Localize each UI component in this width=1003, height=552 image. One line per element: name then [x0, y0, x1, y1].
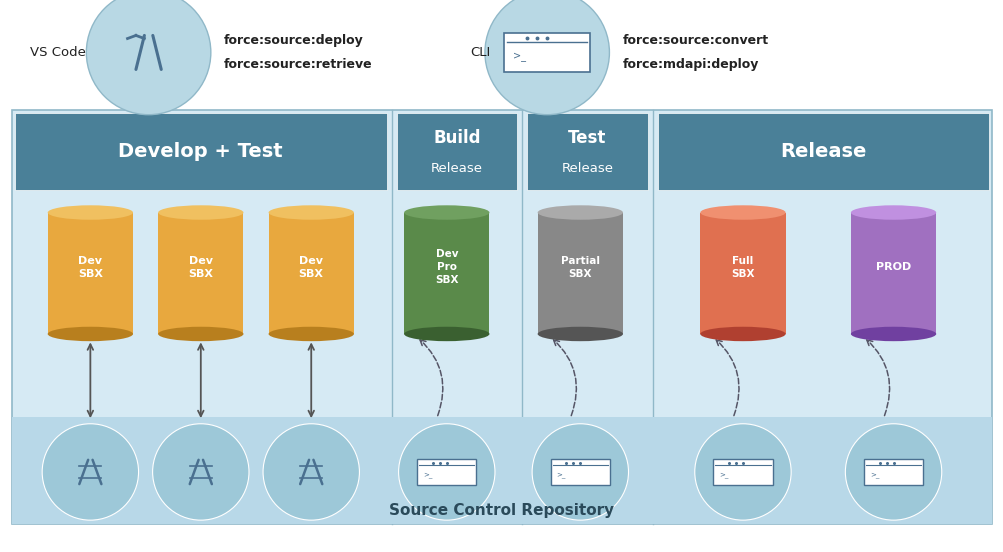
- Ellipse shape: [269, 327, 354, 341]
- Text: Dev
Pro
SBX: Dev Pro SBX: [434, 250, 458, 285]
- Text: Test: Test: [568, 129, 606, 147]
- Text: Dev
SBX: Dev SBX: [78, 256, 102, 279]
- Text: Release: Release: [779, 142, 866, 161]
- Ellipse shape: [851, 205, 935, 220]
- Text: >_: >_: [513, 52, 526, 62]
- Ellipse shape: [484, 0, 609, 115]
- Text: force:source:deploy: force:source:deploy: [224, 34, 363, 47]
- Text: Release: Release: [430, 162, 482, 176]
- Text: Build: Build: [432, 129, 480, 147]
- Text: >_: >_: [422, 472, 432, 477]
- Ellipse shape: [152, 424, 249, 520]
- Ellipse shape: [86, 0, 211, 115]
- FancyBboxPatch shape: [269, 213, 354, 334]
- FancyBboxPatch shape: [12, 110, 991, 524]
- FancyBboxPatch shape: [396, 113, 517, 190]
- Ellipse shape: [47, 205, 132, 220]
- Text: Release: Release: [561, 162, 613, 176]
- FancyBboxPatch shape: [12, 417, 991, 524]
- FancyBboxPatch shape: [416, 459, 475, 485]
- Ellipse shape: [403, 327, 489, 341]
- FancyBboxPatch shape: [47, 213, 132, 334]
- Text: force:mdapi:deploy: force:mdapi:deploy: [622, 58, 758, 71]
- FancyBboxPatch shape: [504, 33, 590, 72]
- Text: >_: >_: [718, 472, 728, 477]
- FancyBboxPatch shape: [0, 0, 1003, 110]
- FancyBboxPatch shape: [538, 213, 622, 334]
- FancyBboxPatch shape: [863, 459, 923, 485]
- Ellipse shape: [398, 424, 494, 520]
- Text: >_: >_: [556, 472, 566, 477]
- FancyBboxPatch shape: [712, 459, 772, 485]
- FancyBboxPatch shape: [527, 113, 647, 190]
- Text: force:source:retrieve: force:source:retrieve: [224, 58, 372, 71]
- FancyBboxPatch shape: [158, 213, 243, 334]
- Text: Source Control Repository: Source Control Repository: [389, 503, 614, 518]
- Ellipse shape: [538, 327, 622, 341]
- FancyBboxPatch shape: [550, 459, 609, 485]
- Ellipse shape: [694, 424, 790, 520]
- Ellipse shape: [42, 424, 138, 520]
- Text: Dev
SBX: Dev SBX: [189, 256, 213, 279]
- Text: CLI: CLI: [469, 46, 489, 59]
- Ellipse shape: [532, 424, 628, 520]
- Text: Full
SBX: Full SBX: [730, 256, 754, 279]
- Ellipse shape: [700, 205, 784, 220]
- Ellipse shape: [158, 205, 243, 220]
- Text: Dev
SBX: Dev SBX: [299, 256, 323, 279]
- FancyBboxPatch shape: [851, 213, 935, 334]
- Ellipse shape: [538, 205, 622, 220]
- Ellipse shape: [700, 327, 784, 341]
- Text: PROD: PROD: [875, 262, 911, 272]
- Ellipse shape: [47, 327, 132, 341]
- Text: Partial
SBX: Partial SBX: [561, 256, 599, 279]
- Text: VS Code: VS Code: [30, 46, 86, 59]
- FancyBboxPatch shape: [403, 213, 489, 334]
- Text: force:source:convert: force:source:convert: [622, 34, 768, 47]
- Ellipse shape: [845, 424, 941, 520]
- Ellipse shape: [263, 424, 359, 520]
- Ellipse shape: [269, 205, 354, 220]
- FancyBboxPatch shape: [657, 113, 988, 190]
- Ellipse shape: [158, 327, 243, 341]
- Text: >_: >_: [869, 472, 879, 477]
- Text: Develop + Test: Develop + Test: [118, 142, 283, 161]
- Ellipse shape: [403, 205, 489, 220]
- FancyBboxPatch shape: [700, 213, 784, 334]
- Ellipse shape: [851, 327, 935, 341]
- FancyBboxPatch shape: [15, 113, 386, 190]
